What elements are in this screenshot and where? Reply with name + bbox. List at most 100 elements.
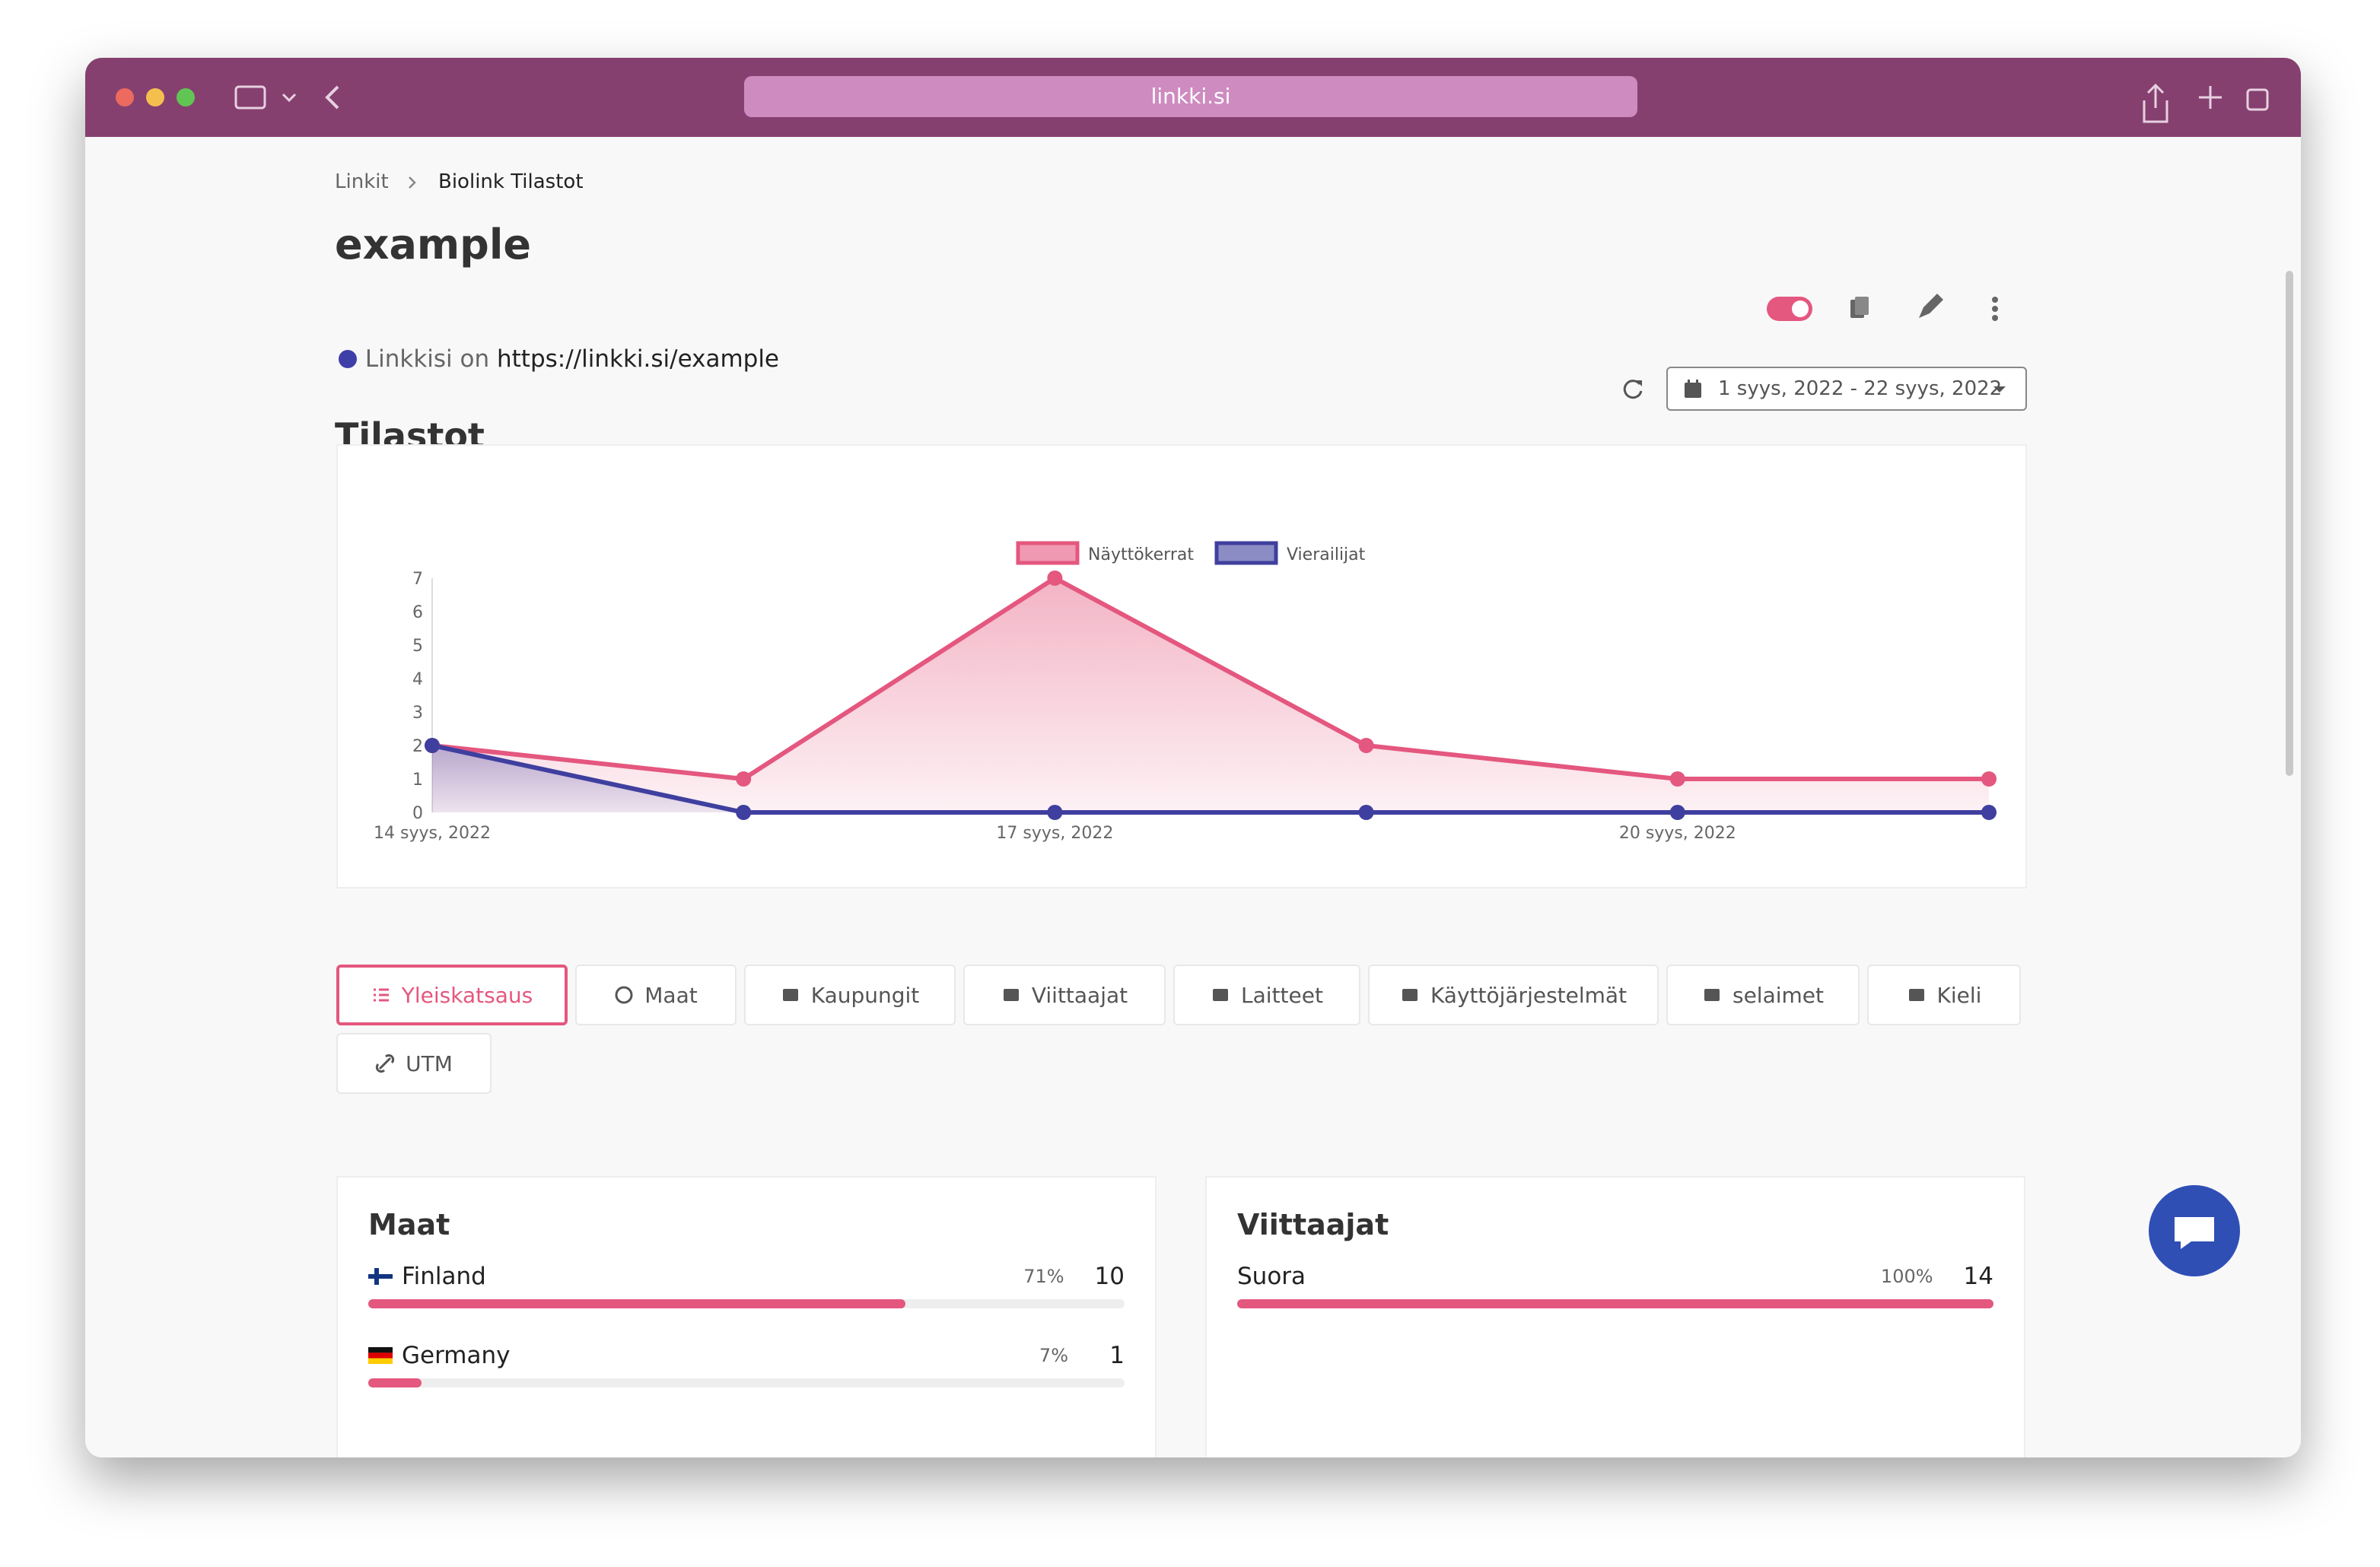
chart-card: 0 1 2 3 4 5 6 7 14 syys, 2022 17 syys, 2022 20 syy…	[336, 444, 2027, 888]
point	[1669, 805, 1685, 820]
percent: 71%	[1023, 1266, 1064, 1287]
icon	[782, 989, 798, 1001]
tab[interactable]: Käyttöjärjestelmät	[1368, 965, 1659, 1025]
y-tick-label: 7	[412, 570, 423, 589]
row-top: Finland 71% 10	[368, 1258, 1125, 1295]
tab-label: selaimet	[1732, 982, 1824, 1008]
bar	[1237, 1299, 1993, 1308]
tab-icon	[1003, 989, 1019, 1001]
tab[interactable]: Maat	[575, 965, 737, 1025]
link-line: Linkkisi on https://linkki.si/example	[338, 345, 779, 373]
tabs: Yleiskatsaus Maat Kaupungit Viittaajat Laitt…	[336, 965, 2033, 1094]
tabs[interactable]	[2246, 88, 2269, 111]
tab-icon	[1213, 989, 1229, 1001]
icon	[615, 986, 633, 1004]
row: Suora 100% 14	[1237, 1258, 1993, 1308]
y-tick-label: 3	[412, 704, 423, 723]
refresh[interactable]	[1619, 376, 1647, 403]
y-tick-label: 6	[412, 603, 423, 622]
flag	[368, 1274, 393, 1279]
line	[431, 743, 1989, 815]
caret	[1993, 386, 2006, 393]
minimize[interactable]	[146, 88, 164, 106]
card-title: Maat	[368, 1208, 450, 1241]
bar-track	[368, 1378, 1125, 1387]
row-name: Finland	[368, 1263, 1023, 1290]
bar-track	[368, 1299, 1125, 1308]
sidebar[interactable]	[234, 85, 266, 110]
back[interactable]	[325, 85, 339, 110]
actions	[1767, 294, 1998, 321]
icon	[373, 988, 389, 1002]
legend-swatch	[1214, 541, 1278, 565]
point	[1047, 805, 1063, 820]
row-top: Suora 100% 14	[1237, 1258, 1993, 1295]
card-title: Viittaajat	[1237, 1208, 1389, 1241]
chat-button[interactable]	[2147, 1184, 2242, 1278]
name: Suora	[1237, 1263, 1306, 1290]
card: Maat Finland 71% 10 Germany 7% 1	[336, 1176, 1157, 1457]
x-tick-label: 20 syys, 2022	[1619, 824, 1736, 843]
tab-label: Yleiskatsaus	[401, 982, 533, 1008]
address-bar[interactable]: linkki.si	[744, 76, 1637, 117]
x-tick-label: 17 syys, 2022	[996, 824, 1113, 843]
link-url[interactable]: https://linkki.si/example	[497, 345, 780, 373]
point	[1981, 771, 1997, 787]
row: Germany 7% 1	[368, 1337, 1125, 1387]
edit[interactable]	[1919, 294, 1943, 318]
flag-icon	[368, 1268, 393, 1285]
tab[interactable]: Yleiskatsaus	[336, 965, 568, 1025]
point	[1047, 571, 1063, 586]
tab[interactable]: Kieli	[1867, 965, 2021, 1025]
legend-label: Näyttökerrat	[1088, 545, 1194, 564]
tab[interactable]: Viittaajat	[963, 965, 1166, 1025]
close[interactable]	[116, 88, 134, 106]
tab[interactable]: Kaupungit	[744, 965, 956, 1025]
scroll-thumb[interactable]	[2286, 271, 2293, 776]
tab-label: Kaupungit	[810, 982, 920, 1008]
chart: 0 1 2 3 4 5 6 7 14 syys, 2022 17 syys, 2022 20 syy…	[374, 541, 1997, 843]
bar	[368, 1378, 422, 1387]
row-top: Germany 7% 1	[368, 1337, 1125, 1374]
flag-icon	[368, 1347, 393, 1364]
link-prefix: Linkkisi on	[364, 345, 490, 373]
tab-label: UTM	[406, 1050, 453, 1076]
flag	[368, 1352, 393, 1359]
share[interactable]	[2143, 83, 2168, 123]
icon	[1213, 989, 1229, 1001]
chevron[interactable]	[282, 93, 297, 103]
point	[425, 738, 440, 753]
area	[432, 578, 1989, 812]
breadcrumb-current: Biolink Tilastot	[438, 170, 584, 193]
point	[1358, 738, 1374, 753]
legend-swatch	[1016, 541, 1080, 565]
row: Finland 71% 10	[368, 1258, 1125, 1308]
date-range[interactable]: 1 syys, 2022 - 22 syys, 2022	[1666, 367, 2027, 411]
status-dot	[339, 350, 357, 368]
menu[interactable]	[1992, 297, 1998, 321]
tab-label: Laitteet	[1241, 982, 1323, 1008]
new-tab[interactable]	[2199, 86, 2222, 109]
zoom[interactable]	[177, 88, 195, 106]
y-tick-label: 1	[412, 771, 423, 790]
tab-icon	[615, 986, 633, 1004]
breadcrumb-link[interactable]: Linkit	[335, 170, 389, 193]
tab[interactable]: selaimet	[1666, 965, 1860, 1025]
icon	[1704, 989, 1720, 1001]
tab-label: Kieli	[1936, 982, 1982, 1008]
icon	[1003, 989, 1019, 1001]
y-tick-label: 4	[412, 670, 423, 689]
tab-icon	[1704, 989, 1720, 1001]
calendar-icon	[1685, 380, 1701, 398]
count: 14	[1963, 1263, 1993, 1290]
tab[interactable]: UTM	[336, 1033, 492, 1094]
point	[736, 771, 752, 787]
scrollbar[interactable]	[2283, 210, 2298, 1457]
name: Germany	[402, 1342, 511, 1369]
row-name: Germany	[368, 1342, 1039, 1369]
tab-icon	[782, 989, 798, 1001]
percent: 7%	[1039, 1345, 1068, 1366]
tab[interactable]: Laitteet	[1173, 965, 1360, 1025]
line	[431, 575, 1989, 782]
